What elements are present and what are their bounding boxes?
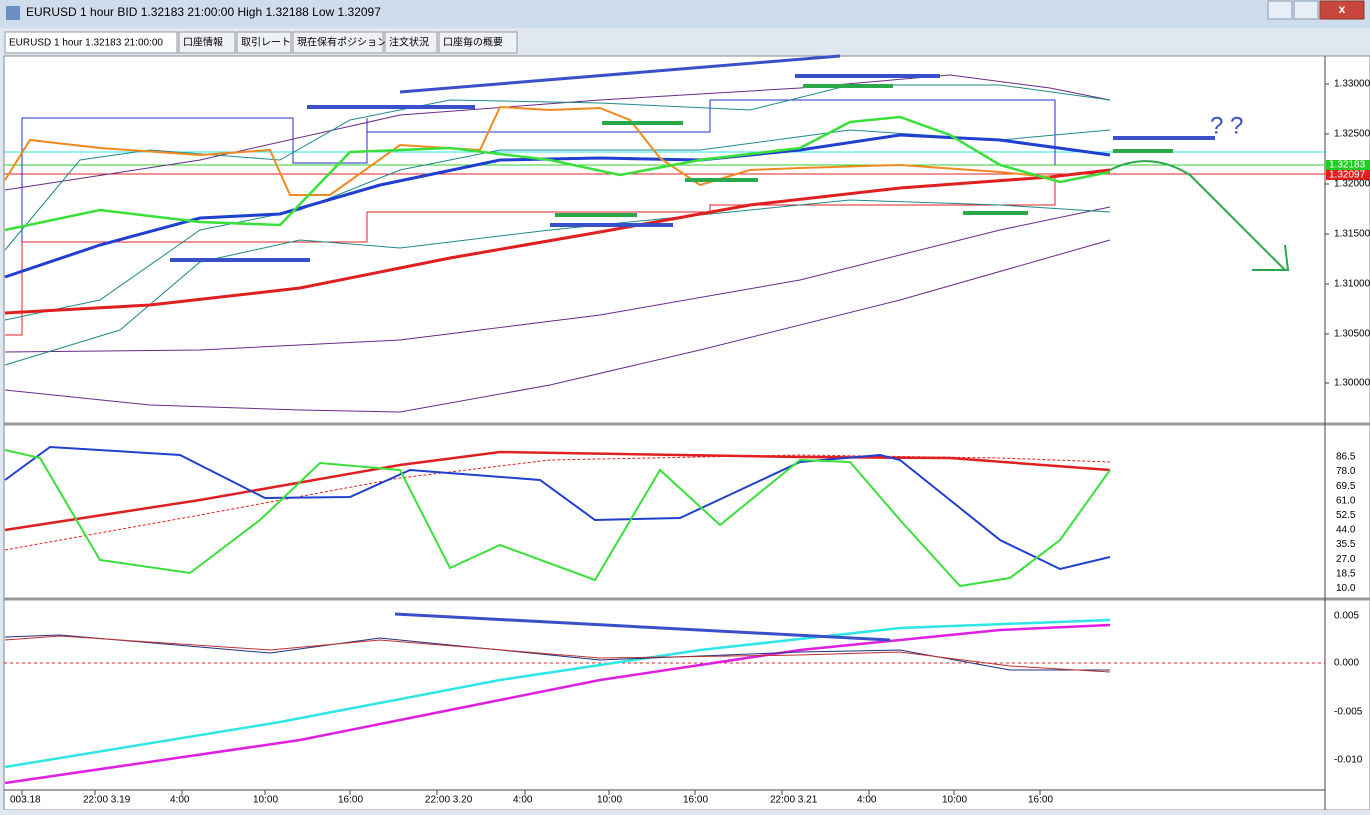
forecast-arrow bbox=[1109, 160, 1290, 271]
stoch-tick-label: 52.5 bbox=[1336, 510, 1356, 521]
stoch-tick-label: 18.5 bbox=[1336, 568, 1356, 579]
stoch-tick-label: 27.0 bbox=[1336, 554, 1356, 565]
macd-tick-label: 0.005 bbox=[1334, 611, 1359, 622]
time-tick-label: 16:00 bbox=[683, 795, 708, 806]
title-bar bbox=[0, 0, 1370, 28]
price-tick-label: 1.33000 bbox=[1334, 79, 1370, 90]
time-tick-label: 22:00 3.21 bbox=[770, 795, 818, 806]
moving-average bbox=[4, 168, 1111, 315]
indicator-line bbox=[4, 105, 1051, 196]
price-tick-label: 1.30500 bbox=[1334, 329, 1370, 340]
stoch-tick-label: 10.0 bbox=[1336, 583, 1356, 594]
stoch-tick-label: 61.0 bbox=[1336, 495, 1356, 506]
price-tick-label: 1.31000 bbox=[1334, 279, 1370, 290]
stoch-tick-label: 69.5 bbox=[1336, 481, 1356, 492]
tab-label: 現在保有ポジション bbox=[297, 36, 387, 49]
tab[interactable] bbox=[178, 31, 236, 54]
indicator-line bbox=[4, 449, 1111, 588]
macd-tick-label: 0.000 bbox=[1334, 658, 1359, 669]
minimize-button[interactable] bbox=[1267, 0, 1293, 20]
indicator-line bbox=[4, 635, 1111, 673]
band-line bbox=[4, 84, 1111, 251]
tab[interactable] bbox=[438, 31, 518, 54]
tab-label: EURUSD 1 hour 1.32183 21:00:00 bbox=[9, 38, 163, 49]
time-tick-label: 003.18 bbox=[10, 795, 41, 806]
indicator-line bbox=[4, 618, 1111, 769]
stoch-tick-label: 86.5 bbox=[1336, 452, 1356, 463]
stoch-tick-label: 44.0 bbox=[1336, 525, 1356, 536]
macd-tick-label: -0.010 bbox=[1334, 755, 1363, 766]
time-tick-label: 16:00 bbox=[1028, 795, 1053, 806]
time-tick-label: 10:00 bbox=[942, 795, 967, 806]
box-upper bbox=[21, 99, 1056, 335]
tab[interactable] bbox=[384, 31, 438, 54]
signal-line bbox=[4, 454, 1111, 551]
low-marker bbox=[1326, 170, 1370, 180]
moving-average bbox=[4, 115, 1111, 232]
tab-label: 注文状況 bbox=[389, 36, 429, 49]
tab-label: 取引レート bbox=[241, 37, 291, 49]
time-tick-label: 10:00 bbox=[253, 795, 278, 806]
tab[interactable] bbox=[4, 31, 178, 54]
tab[interactable] bbox=[236, 31, 292, 54]
time-tick-label: 4:00 bbox=[857, 795, 877, 806]
tab-bar: EURUSD 1 hour 1.32183 21:00:00 口座情報 取引レート現… bbox=[4, 31, 518, 54]
bid-marker bbox=[1326, 160, 1370, 170]
close-button[interactable] bbox=[1319, 0, 1365, 20]
time-tick-label: 22:00 3.19 bbox=[83, 795, 131, 806]
price-tick-label: 1.31500 bbox=[1334, 229, 1370, 240]
chart-area bbox=[3, 55, 1370, 811]
tab-label: 口座毎の概要 bbox=[443, 36, 503, 49]
tab[interactable] bbox=[292, 31, 384, 54]
time-tick-label: 16:00 bbox=[338, 795, 363, 806]
time-tick-label: 4:00 bbox=[170, 795, 190, 806]
low-label: 1.32097 bbox=[1329, 170, 1366, 181]
time-tick-label: 4:00 bbox=[513, 795, 533, 806]
band-line bbox=[4, 199, 1111, 366]
price-tick-label: 1.32000 bbox=[1334, 179, 1370, 190]
trend-line bbox=[399, 54, 841, 94]
band-line bbox=[4, 206, 1111, 353]
time-tick-label: 10:00 bbox=[597, 795, 622, 806]
price-tick-label: 1.30000 bbox=[1334, 378, 1370, 389]
bid-label: 1.32183 bbox=[1329, 160, 1366, 171]
time-tick-label: 22:00 3.20 bbox=[425, 795, 473, 806]
annotation: ? ? bbox=[1210, 112, 1243, 139]
maximize-button[interactable] bbox=[1293, 0, 1319, 20]
close-icon: x bbox=[1339, 2, 1346, 16]
price-tick-label: 1.32500 bbox=[1334, 129, 1370, 140]
indicator-line bbox=[4, 623, 1111, 785]
stoch-tick-label: 78.0 bbox=[1336, 466, 1356, 477]
indicator-line bbox=[4, 445, 1111, 571]
band-line bbox=[4, 239, 1111, 413]
macd-tick-label: -0.005 bbox=[1334, 707, 1363, 718]
window-title: EURUSD 1 hour BID 1.32183 21:00:00 High … bbox=[26, 5, 381, 19]
trend-line bbox=[394, 612, 891, 642]
indicator-line bbox=[4, 450, 1111, 532]
stoch-tick-label: 35.5 bbox=[1336, 539, 1356, 550]
tab-label: 口座情報 bbox=[183, 36, 223, 49]
app-icon bbox=[6, 6, 20, 20]
box-lower bbox=[5, 177, 1056, 336]
